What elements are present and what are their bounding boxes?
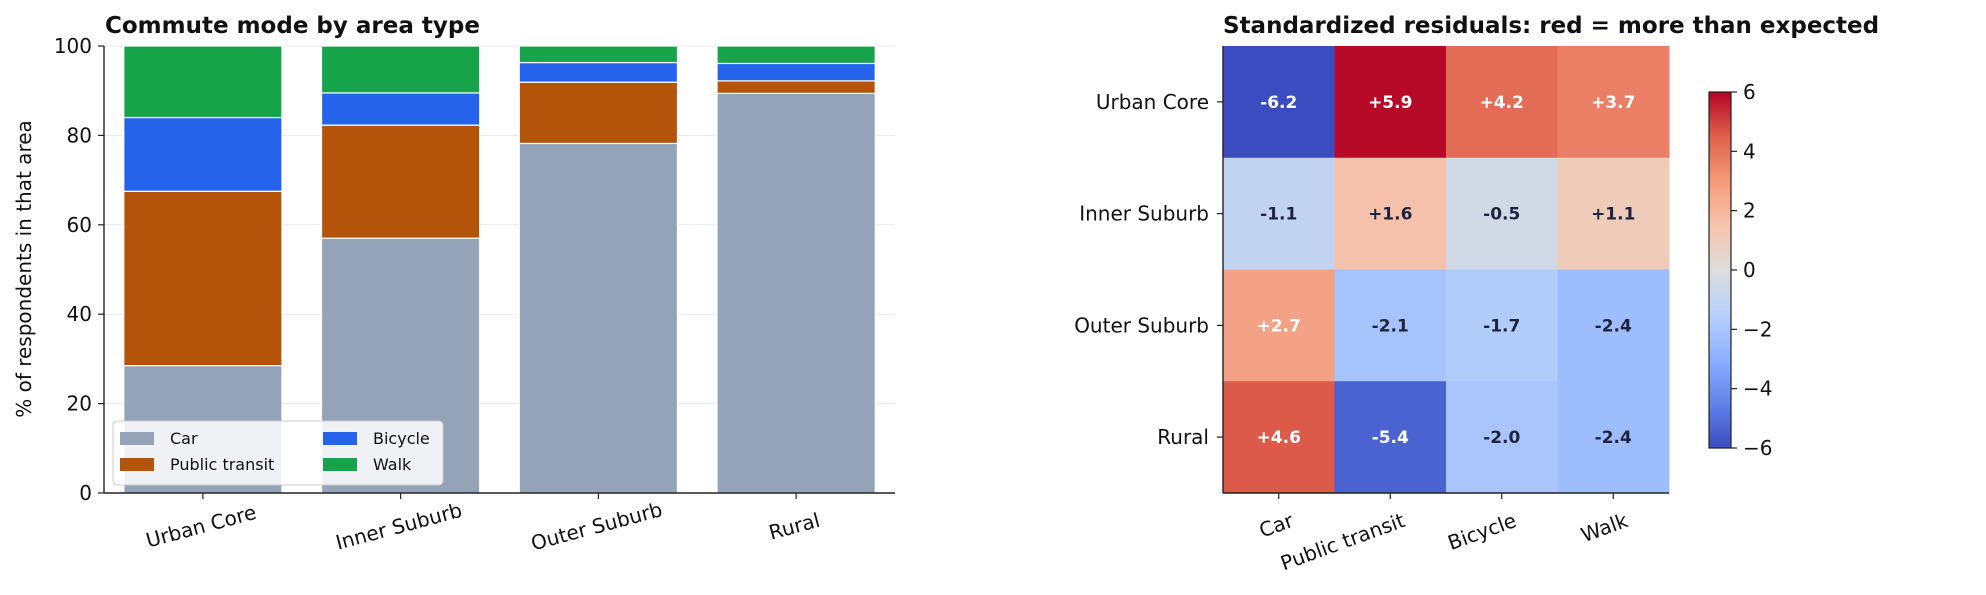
heatmap-cell bbox=[1557, 46, 1670, 159]
bar-segment-walk bbox=[518, 45, 679, 64]
y-tick-label: 80 bbox=[67, 123, 92, 147]
colorbar-tick-label: 0 bbox=[1743, 258, 1756, 282]
heatmap-cell-label: -1.1 bbox=[1260, 205, 1297, 225]
bar-segment-bicycle bbox=[716, 62, 876, 82]
heatmap-cell-label: -2.4 bbox=[1595, 428, 1632, 448]
heatmap-cell-label: -6.2 bbox=[1260, 93, 1297, 113]
row-label: Outer Suburb bbox=[1074, 313, 1209, 337]
heatmap-cell bbox=[1557, 157, 1670, 270]
bar-segment-car bbox=[518, 142, 679, 494]
column-label: Car bbox=[1256, 508, 1297, 543]
colorbar-tick-label: 6 bbox=[1743, 80, 1756, 104]
y-tick-label: 60 bbox=[67, 213, 92, 237]
heatmap-cell-label: +4.6 bbox=[1257, 428, 1301, 448]
heatmap-cell-label: +3.7 bbox=[1591, 93, 1635, 113]
bar-segment-public-transit bbox=[716, 80, 876, 94]
heatmap-cell bbox=[1334, 269, 1447, 382]
heatmap-cell-label: -1.7 bbox=[1483, 316, 1520, 336]
row-label: Inner Suburb bbox=[1079, 202, 1209, 226]
heatmap-cell bbox=[1223, 269, 1335, 382]
x-tick-label: Inner Suburb bbox=[333, 498, 465, 555]
bar-segment-public-transit bbox=[320, 124, 481, 239]
heatmap-cell-label: +4.2 bbox=[1480, 93, 1524, 113]
row-label: Rural bbox=[1157, 425, 1209, 449]
colorbar: −6 −4 −2 0 2 4 6 bbox=[1708, 80, 1772, 460]
heatmap-cell-label: +2.7 bbox=[1257, 316, 1301, 336]
heatmap-cell bbox=[1557, 269, 1670, 382]
heatmap-cell bbox=[1334, 46, 1447, 159]
heatmap-cell bbox=[1446, 269, 1558, 382]
colorbar-tick-label: 4 bbox=[1743, 139, 1756, 163]
bar-segment-walk bbox=[123, 45, 283, 119]
y-axis-ticks: 0 20 40 60 80 100 bbox=[54, 34, 104, 505]
bar-segment-bicycle bbox=[518, 61, 679, 83]
heatmap-cell bbox=[1557, 381, 1670, 494]
bar-chart-bars bbox=[123, 45, 876, 494]
legend-swatch bbox=[323, 458, 357, 471]
legend-label: Bicycle bbox=[373, 429, 430, 448]
heatmap-title: Standardized residuals: red = more than … bbox=[1223, 13, 1879, 39]
y-tick-label: 40 bbox=[67, 302, 92, 326]
colorbar-tick-label: −6 bbox=[1743, 436, 1772, 460]
bar-segment-car bbox=[716, 92, 876, 494]
bar-segment-bicycle bbox=[320, 92, 481, 126]
colorbar-tick-label: −2 bbox=[1743, 317, 1772, 341]
heatmap-cell-label: -0.5 bbox=[1483, 205, 1520, 225]
legend-label: Car bbox=[170, 429, 198, 448]
legend-swatch bbox=[120, 458, 154, 471]
column-label: Bicycle bbox=[1445, 508, 1520, 555]
heatmap-cell bbox=[1446, 46, 1558, 159]
legend-label: Walk bbox=[373, 455, 412, 474]
bar-segment-bicycle bbox=[123, 116, 283, 192]
heatmap-cell-label: -2.0 bbox=[1483, 428, 1520, 448]
legend: Car Public transit Bicycle Walk bbox=[112, 420, 444, 486]
heatmap-cell-label: -2.4 bbox=[1595, 316, 1632, 336]
heatmap-cell-label: +1.1 bbox=[1591, 205, 1635, 225]
column-label: Walk bbox=[1578, 508, 1632, 547]
x-tick-label: Urban Core bbox=[143, 500, 258, 552]
colorbar-gradient bbox=[1708, 91, 1732, 449]
heatmap-cells: -6.2 +5.9 +4.2 +3.7 -1.1 +1.6 -0.5 +1.1 +2.7 -2.1… bbox=[1222, 46, 1670, 494]
x-tick-label: Outer Suburb bbox=[528, 497, 664, 555]
heatmap-cell bbox=[1223, 46, 1335, 159]
residual-heatmap: Standardized residuals: red = more than … bbox=[1074, 13, 1879, 575]
heatmap-cell bbox=[1334, 157, 1447, 270]
heatmap-cell bbox=[1446, 157, 1558, 270]
legend-box bbox=[112, 420, 444, 486]
bar-segment-walk bbox=[320, 45, 481, 94]
heatmap-cell bbox=[1223, 381, 1335, 494]
heatmap-cell bbox=[1446, 381, 1558, 494]
legend-swatch bbox=[120, 432, 154, 445]
legend-swatch bbox=[323, 432, 357, 445]
heatmap-cell-label: -5.4 bbox=[1372, 428, 1409, 448]
heatmap-cell-label: +1.6 bbox=[1368, 205, 1412, 225]
bar-segment-public-transit bbox=[518, 81, 679, 145]
row-label: Urban Core bbox=[1096, 90, 1209, 114]
colorbar-tick-label: 2 bbox=[1743, 199, 1756, 223]
stacked-bar-chart: Commute mode by area type 0 20 40 60 80 100 U… bbox=[12, 13, 895, 555]
heatmap-cell bbox=[1223, 157, 1335, 270]
y-tick-label: 0 bbox=[79, 481, 92, 505]
heatmap-row-labels: Urban Core Inner Suburb Outer Suburb Rural bbox=[1074, 90, 1223, 449]
x-tick-label: Rural bbox=[766, 508, 822, 545]
legend-label: Public transit bbox=[170, 455, 274, 474]
x-axis-ticks: Urban Core Inner Suburb Outer Suburb Rural bbox=[143, 493, 822, 555]
y-axis-label: % of respondents in that area bbox=[12, 120, 36, 418]
column-label: Public transit bbox=[1277, 508, 1408, 575]
colorbar-tick-label: −4 bbox=[1743, 377, 1772, 401]
heatmap-cell-label: -2.1 bbox=[1372, 316, 1409, 336]
heatmap-cell-label: +5.9 bbox=[1368, 93, 1412, 113]
y-tick-label: 20 bbox=[67, 392, 92, 416]
bar-chart-title: Commute mode by area type bbox=[105, 13, 480, 39]
bar-segment-public-transit bbox=[123, 190, 283, 367]
heatmap-cell bbox=[1334, 381, 1447, 494]
y-tick-label: 100 bbox=[54, 34, 92, 58]
bar-segment-walk bbox=[716, 45, 876, 65]
